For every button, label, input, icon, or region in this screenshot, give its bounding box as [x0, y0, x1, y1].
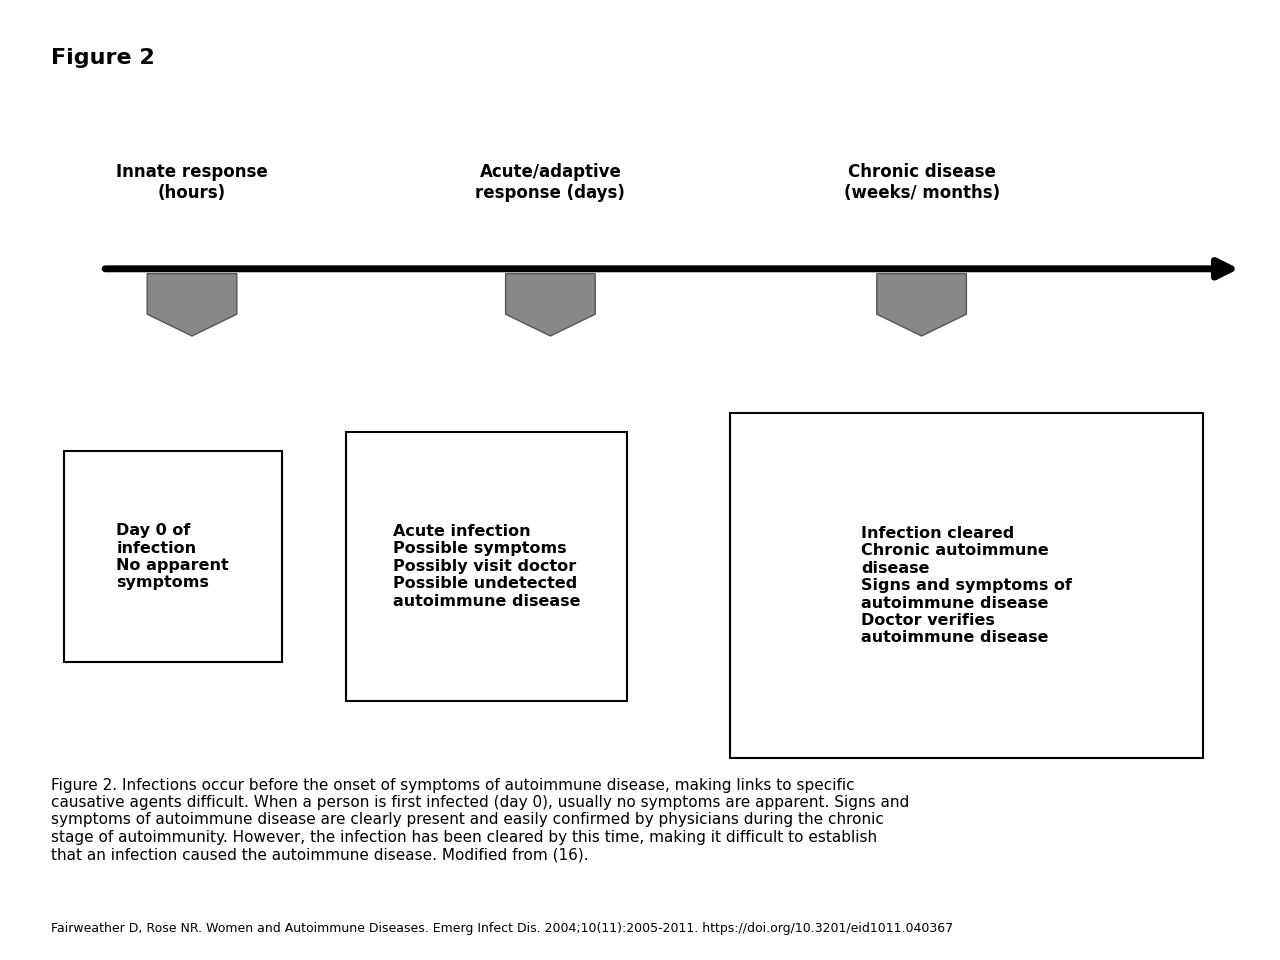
Polygon shape: [506, 274, 595, 336]
Text: Acute/adaptive
response (days): Acute/adaptive response (days): [475, 163, 626, 202]
Text: Figure 2. Infections occur before the onset of symptoms of autoimmune disease, m: Figure 2. Infections occur before the on…: [51, 778, 910, 862]
Text: Day 0 of
infection
No apparent
symptoms: Day 0 of infection No apparent symptoms: [116, 523, 229, 590]
Text: Figure 2: Figure 2: [51, 48, 155, 68]
Text: Acute infection
Possible symptoms
Possibly visit doctor
Possible undetected
auto: Acute infection Possible symptoms Possib…: [393, 524, 580, 609]
Polygon shape: [877, 274, 966, 336]
FancyBboxPatch shape: [730, 413, 1203, 758]
Text: Fairweather D, Rose NR. Women and Autoimmune Diseases. Emerg Infect Dis. 2004;10: Fairweather D, Rose NR. Women and Autoim…: [51, 922, 954, 935]
Text: Innate response
(hours): Innate response (hours): [116, 163, 268, 202]
FancyBboxPatch shape: [64, 451, 282, 662]
Text: Infection cleared
Chronic autoimmune
disease
Signs and symptoms of
autoimmune di: Infection cleared Chronic autoimmune dis…: [861, 526, 1071, 645]
Text: Chronic disease
(weeks/ months): Chronic disease (weeks/ months): [844, 163, 1000, 202]
FancyBboxPatch shape: [346, 432, 627, 701]
Polygon shape: [147, 274, 237, 336]
